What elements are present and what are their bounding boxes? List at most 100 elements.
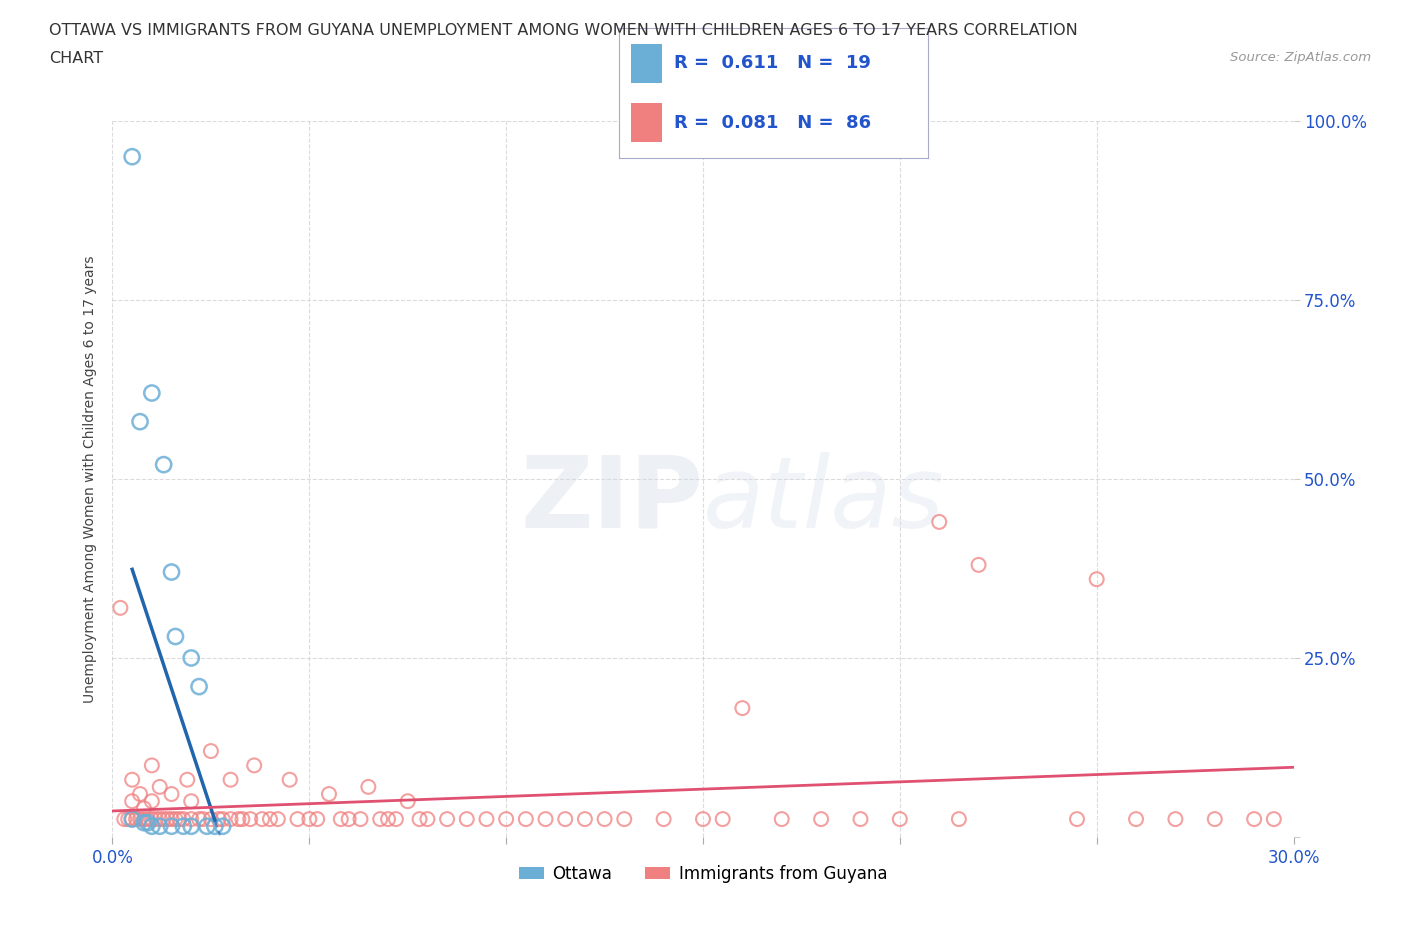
Point — [534, 812, 557, 827]
Point — [121, 794, 143, 809]
Point — [1204, 812, 1226, 827]
Text: R =  0.081   N =  86: R = 0.081 N = 86 — [675, 114, 872, 132]
Point — [574, 812, 596, 827]
Point — [132, 816, 155, 830]
Text: Source: ZipAtlas.com: Source: ZipAtlas.com — [1230, 51, 1371, 64]
Bar — [631, 44, 662, 83]
Point — [141, 758, 163, 773]
Point — [165, 629, 187, 644]
Point — [145, 812, 167, 827]
Point — [208, 812, 231, 827]
Point — [180, 794, 202, 809]
Point — [160, 565, 183, 579]
Point — [129, 414, 152, 429]
Point — [948, 812, 970, 827]
Point — [416, 812, 439, 827]
Point — [554, 812, 576, 827]
Point — [141, 818, 163, 833]
Point — [219, 812, 242, 827]
Point — [149, 779, 172, 794]
Point — [188, 679, 211, 694]
Point — [121, 812, 143, 827]
Legend: Ottawa, Immigrants from Guyana: Ottawa, Immigrants from Guyana — [512, 858, 894, 889]
Point — [259, 812, 281, 827]
Point — [368, 812, 391, 827]
Point — [136, 812, 159, 827]
Point — [1243, 812, 1265, 827]
Point — [731, 700, 754, 715]
Point — [231, 812, 253, 827]
Y-axis label: Unemployment Among Women with Children Ages 6 to 17 years: Unemployment Among Women with Children A… — [83, 255, 97, 703]
Point — [121, 150, 143, 165]
Point — [849, 812, 872, 827]
Point — [250, 812, 273, 827]
Point — [1125, 812, 1147, 827]
Point — [176, 772, 198, 787]
Point — [141, 812, 163, 827]
Point — [298, 812, 321, 827]
Point — [200, 744, 222, 759]
Point — [211, 812, 233, 827]
Point — [180, 651, 202, 666]
Point — [121, 812, 143, 827]
Point — [515, 812, 537, 827]
Point — [200, 812, 222, 827]
Point — [475, 812, 498, 827]
Point — [1263, 812, 1285, 827]
Point — [219, 772, 242, 787]
Point — [132, 812, 155, 827]
Point — [967, 557, 990, 572]
Point — [349, 812, 371, 827]
Point — [278, 772, 301, 787]
Text: R =  0.611   N =  19: R = 0.611 N = 19 — [675, 54, 872, 72]
Point — [121, 772, 143, 787]
Point — [652, 812, 675, 827]
Point — [456, 812, 478, 827]
Point — [160, 818, 183, 833]
Point — [136, 816, 159, 830]
Point — [267, 812, 290, 827]
Point — [110, 601, 132, 616]
Point — [928, 514, 950, 529]
Point — [357, 779, 380, 794]
Point — [692, 812, 714, 827]
Point — [228, 812, 250, 827]
Point — [770, 812, 793, 827]
Point — [156, 812, 179, 827]
Point — [149, 812, 172, 827]
Point — [385, 812, 408, 827]
Point — [141, 794, 163, 809]
Point — [165, 812, 187, 827]
Point — [117, 812, 139, 827]
Point — [239, 812, 262, 827]
Point — [152, 458, 174, 472]
Point — [613, 812, 636, 827]
Point — [152, 812, 174, 827]
Point — [307, 812, 329, 827]
Point — [149, 818, 172, 833]
Point — [180, 818, 202, 833]
Point — [396, 794, 419, 809]
Point — [112, 812, 135, 827]
Bar — [631, 103, 662, 142]
Point — [160, 812, 183, 827]
Point — [318, 787, 340, 802]
Point — [180, 812, 202, 827]
Point — [243, 758, 266, 773]
Point — [211, 818, 233, 833]
Point — [1085, 572, 1108, 587]
Text: ZIP: ZIP — [520, 452, 703, 549]
Point — [125, 812, 148, 827]
Point — [204, 818, 226, 833]
Text: CHART: CHART — [49, 51, 103, 66]
Point — [889, 812, 911, 827]
Text: OTTAWA VS IMMIGRANTS FROM GUYANA UNEMPLOYMENT AMONG WOMEN WITH CHILDREN AGES 6 T: OTTAWA VS IMMIGRANTS FROM GUYANA UNEMPLO… — [49, 23, 1078, 38]
Point — [810, 812, 832, 827]
Point — [593, 812, 616, 827]
Point — [1066, 812, 1088, 827]
Point — [495, 812, 517, 827]
Point — [188, 812, 211, 827]
Point — [141, 386, 163, 401]
Point — [377, 812, 399, 827]
Point — [172, 818, 194, 833]
